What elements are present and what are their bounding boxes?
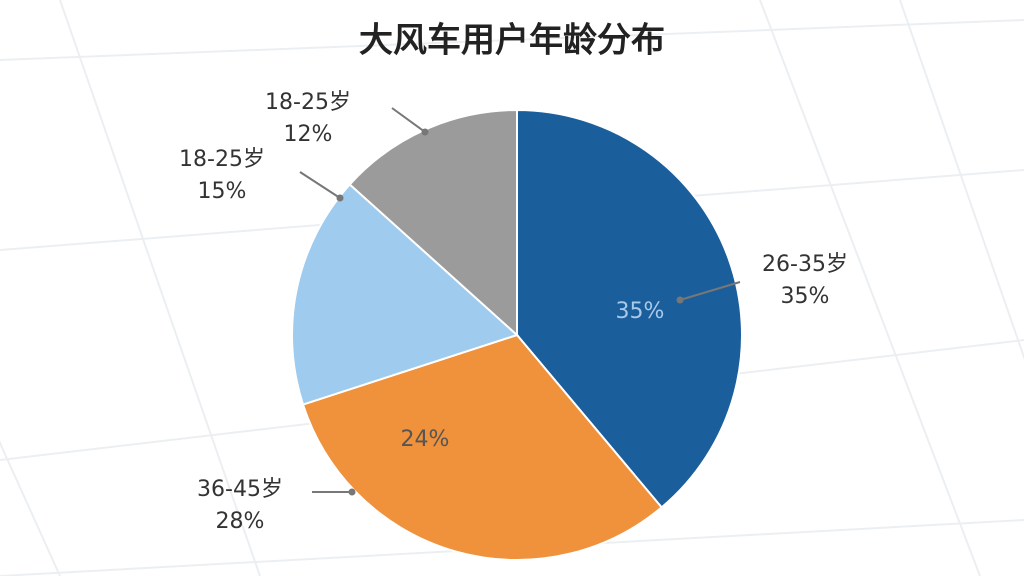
leader-line: [679, 281, 741, 301]
slice-label: 18-25岁: [265, 90, 351, 115]
leader-line: [299, 171, 341, 199]
data-label: 15%: [198, 179, 247, 204]
leader-dot: [421, 128, 429, 136]
chart-title: 大风车用户年龄分布: [359, 21, 665, 61]
data-label: 28%: [216, 509, 265, 534]
data-label: 35%: [781, 284, 830, 309]
leader-line: [391, 107, 426, 133]
leader-dot: [676, 296, 684, 304]
pie-slice: [516, 108, 743, 509]
pie-slice: [291, 183, 519, 406]
inner-label: 35%: [616, 299, 665, 324]
leader-dot: [336, 194, 344, 202]
pie-slice: [301, 333, 664, 561]
slice-label: 36-45岁: [197, 477, 283, 502]
slice-label: 26-35岁: [762, 252, 848, 277]
inner-label: 24%: [401, 427, 450, 452]
slice-label: 18-25岁: [179, 147, 265, 172]
data-label: 12%: [284, 122, 333, 147]
leader-dot: [348, 488, 356, 496]
